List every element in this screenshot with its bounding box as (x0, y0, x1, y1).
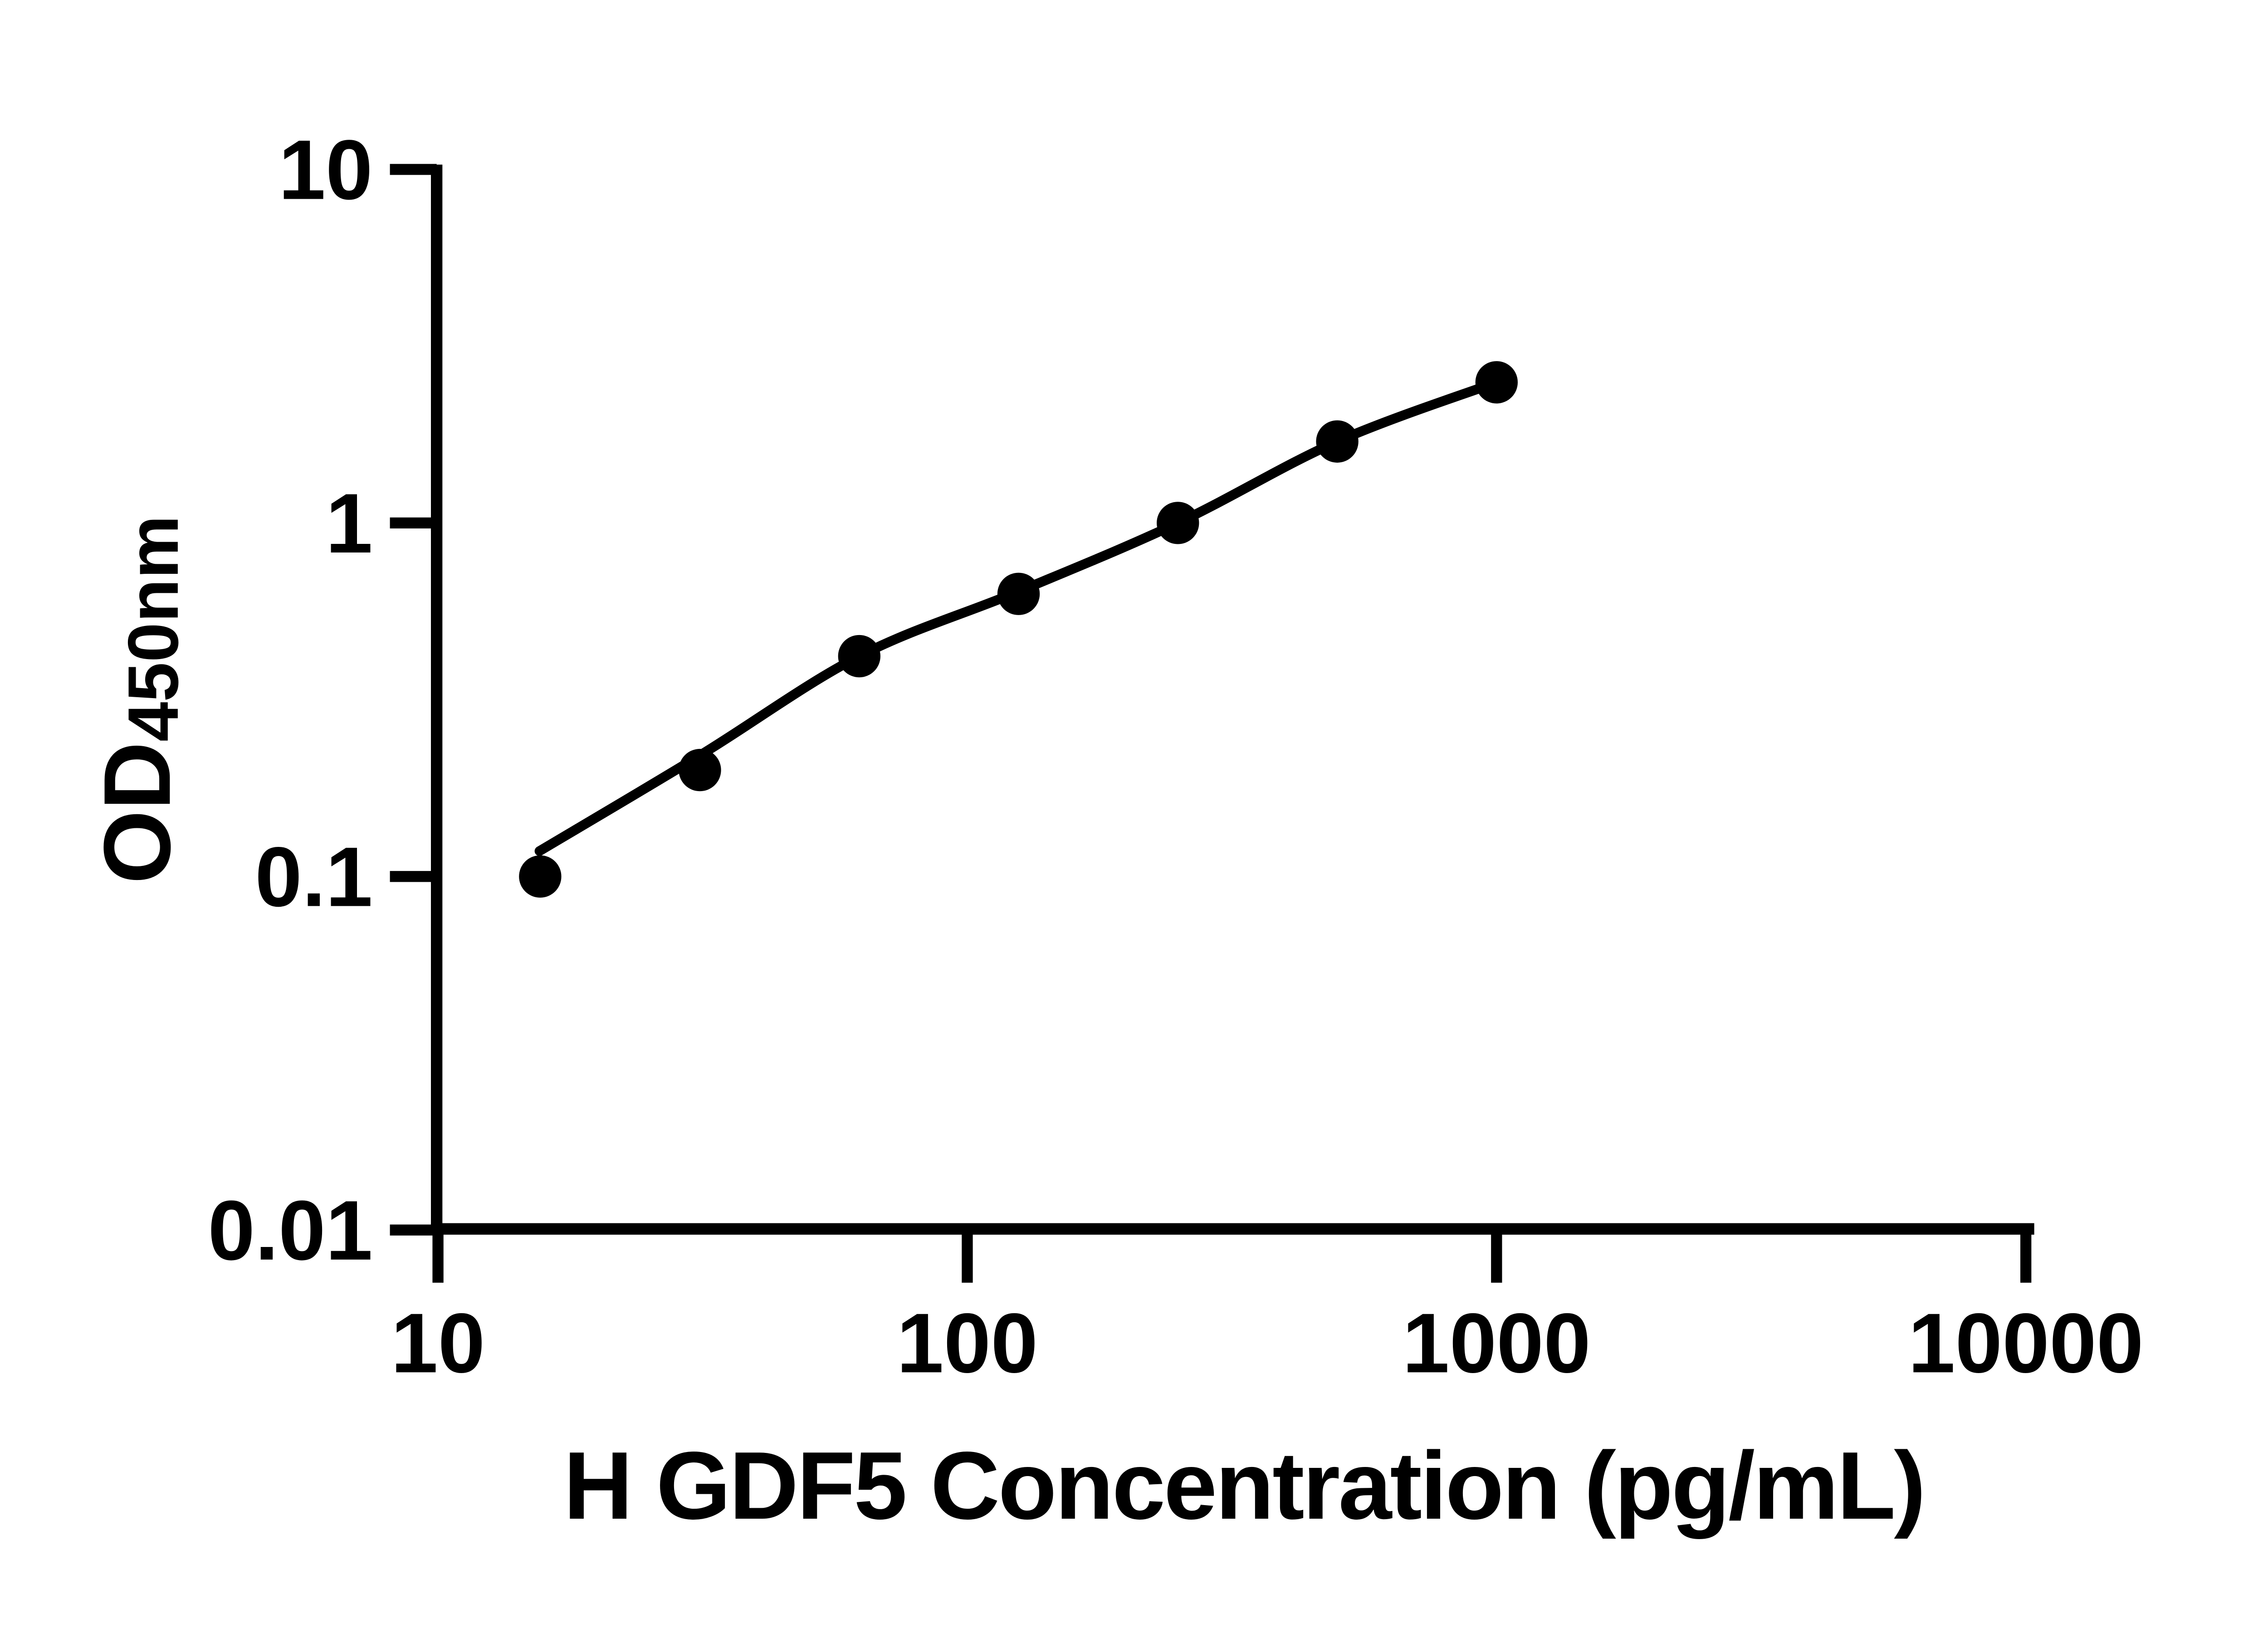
data-point (1157, 502, 1199, 544)
x-axis-title: H GDF5 Concentration (pg/mL) (563, 1432, 1924, 1539)
y-tick-label: 10 (279, 122, 373, 217)
y-tick-label: 0.01 (208, 1183, 372, 1278)
x-tick-label: 100 (897, 1296, 1038, 1390)
y-tick-label: 1 (326, 476, 373, 571)
x-tick-label: 1000 (1403, 1296, 1591, 1390)
data-point (997, 572, 1040, 615)
x-tick-label: 10 (391, 1296, 485, 1390)
data-point (519, 855, 562, 898)
y-axis-title-subscript: 450nm (113, 515, 193, 742)
data-point (1316, 420, 1359, 463)
y-tick-label: 0.1 (255, 829, 373, 924)
chart-background (0, 22, 2268, 1611)
data-point (838, 635, 880, 678)
data-point (1475, 361, 1518, 404)
x-tick-label: 10000 (1908, 1296, 2144, 1390)
data-point (679, 748, 721, 792)
